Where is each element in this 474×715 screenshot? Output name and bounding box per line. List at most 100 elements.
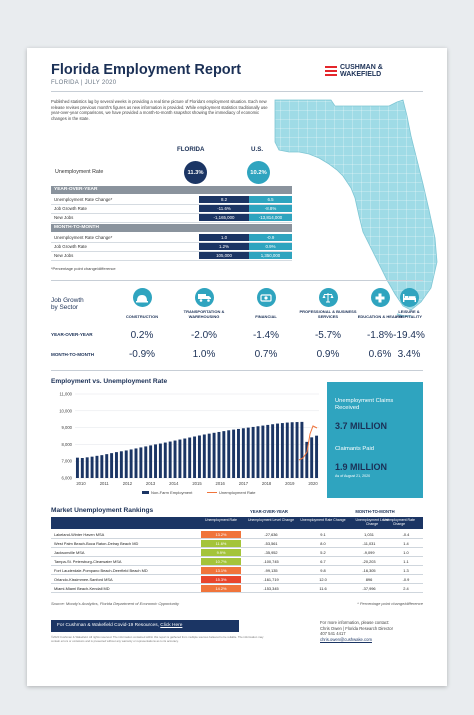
yoy-level-change: -153,345 [263,585,279,591]
scales-icon [318,288,338,307]
market-name: Miami-Miami Beach-Kendall MD [54,585,110,591]
x-tick-label: 2019 [285,481,295,486]
sector-name: LEISURE & HOSPITALITY [395,309,423,320]
sector-yoy-value: -5.7% [314,330,342,341]
row-label: New Jobs [54,252,74,258]
table-row: Unemployment Rate Change* 8.2 6.5 [51,195,292,205]
table-row: Tampa-St. Petersburg-Clearwater MSA 10.7%… [51,557,423,566]
florida-value: 1.2% [199,242,249,250]
employment-bar [295,422,299,478]
table-row: Fort Lauderdale-Pompano Beach-Deerfield … [51,566,423,575]
employment-bar [149,445,153,478]
employment-bar [217,431,221,478]
employment-bar [237,428,240,478]
mtm-rate-change: 1.3 [403,567,409,573]
jg-mtm-label: MONTH-TO-MONTH [51,352,95,357]
contact-block: For more information, please contact: Ch… [320,620,393,642]
table-row: Job Growth Rate 1.2% 0.9% [51,242,292,252]
x-tick-label: 2014 [169,481,179,486]
sector-name: FINANCIAL [255,314,277,320]
y-tick-label: 6,000 [62,476,73,481]
mtm-level-change: 1,031 [364,531,374,537]
employment-bar [271,424,275,478]
employment-bar [310,437,314,478]
employment-bar [129,449,133,478]
x-tick-label: 2017 [239,481,249,486]
sector-mtm-value: 3.4% [397,349,421,360]
employment-bar [119,451,123,478]
sector-mtm-value: 0.9% [316,349,340,360]
logo-line-1: CUSHMAN & [340,64,383,71]
col-rate-header: Unemployment Rate [205,518,237,522]
unemployment-rate: 10.7% [201,557,241,565]
claims-received-label: Unemployment Claims Received [335,398,394,411]
table-row: Miami-Miami Beach-Kendall MD 14.2% -153,34… [51,584,423,593]
sector-yoy-value: 0.2% [130,330,154,341]
table-row: Lakeland-Winter Haven MSA 13.2% -27,636 9.1… [51,530,423,539]
employment-bar [85,457,89,478]
employment-bar [100,455,104,478]
unemployment-rate: 15.3% [201,575,241,583]
employment-bar [110,453,114,478]
mtm-level-change: -37,996 [362,585,376,591]
sector-name: CONSTRUCTION [125,314,159,320]
y-tick-label: 7,000 [62,459,73,464]
logo-mark-icon [325,66,337,76]
sector-name: EDUCATION & HEALTH [357,314,403,320]
unemployment-rate: 13.2% [201,530,241,538]
row-label: Job Growth Rate [54,243,87,249]
florida-value: -11.6% [199,204,249,212]
chart-title: Employment vs. Unemployment Rate [51,378,168,385]
company-logo: CUSHMAN & WAKEFIELD [325,64,383,78]
employment-bar [188,437,192,478]
col-florida-header: FLORIDA [177,146,205,153]
employment-bar [266,424,270,478]
mtm-rate-change: -0.9 [402,576,410,582]
claims-received-value: 3.7 MILLION [335,421,388,431]
legend-swatch-employment [142,491,149,494]
claims-paid-label: Claimants Paid [335,446,374,452]
employment-bar [158,443,162,478]
employment-bar [124,450,128,478]
bed-icon [399,288,419,307]
section-divider [51,370,423,371]
source-note: Source: Moody's Analytics, Florida Depar… [51,601,180,606]
mtm-level-change: -16,305 [362,567,376,573]
yoy-level-change: -161,719 [263,576,279,582]
employment-bar [207,433,211,478]
claims-paid-value: 1.9 MILLION [335,462,388,472]
sector-education-health: EDUCATION & HEALTH [349,288,411,320]
rankings-title: Market Unemployment Rankings [51,507,154,514]
mtm-level-change: -11,031 [362,540,376,546]
sector-mtm-value: -0.9% [128,349,156,360]
claims-paid-note: As of August 21, 2020 [335,474,371,478]
contact-name: Chris Owen | Florida Research Director [320,625,393,631]
market-name: Jacksonville MSA [54,549,85,555]
rankings-header-row: Unemployment Rate Unemployment Level Cha… [51,517,423,529]
job-growth-title-line: by Sector [51,304,78,311]
employment-bar [75,457,79,478]
click-here-link[interactable]: Click Here [160,623,183,628]
yoy-rate-change: 9.8 [320,567,326,573]
source-footnote: * Percentage point change/difference [357,601,423,606]
x-tick-label: 2016 [216,481,226,486]
sector-yoy-value: -2.0% [190,330,218,341]
employment-bar [280,423,284,478]
col-yoy-level-header: Unemployment Level Change [247,518,295,522]
sector-mtm-value: 0.7% [254,349,278,360]
sector-name: TRANSPORTATION & WAREHOUSING [183,309,225,320]
y-tick-label: 9,000 [62,425,73,430]
employment-bar [212,432,216,478]
unemployment-rate: 14.2% [201,584,241,592]
sector-yoy-value: -19.4% [393,330,425,341]
yoy-level-change: -53,561 [264,540,278,546]
sector-mtm-value: 0.6% [368,349,392,360]
contact-email-link[interactable]: chris.owen@cushwake.com [320,636,372,642]
y-tick-label: 11,000 [60,392,73,397]
logo-line-2: WAKEFIELD [340,71,382,78]
table-row: West Palm Beach-Boca Raton-Delray Beach … [51,539,423,548]
row-label: Job Growth Rate [54,205,87,211]
yoy-level-change: -27,636 [264,531,278,537]
employment-bar [105,454,109,478]
sector-mtm-value: 1.0% [192,349,216,360]
